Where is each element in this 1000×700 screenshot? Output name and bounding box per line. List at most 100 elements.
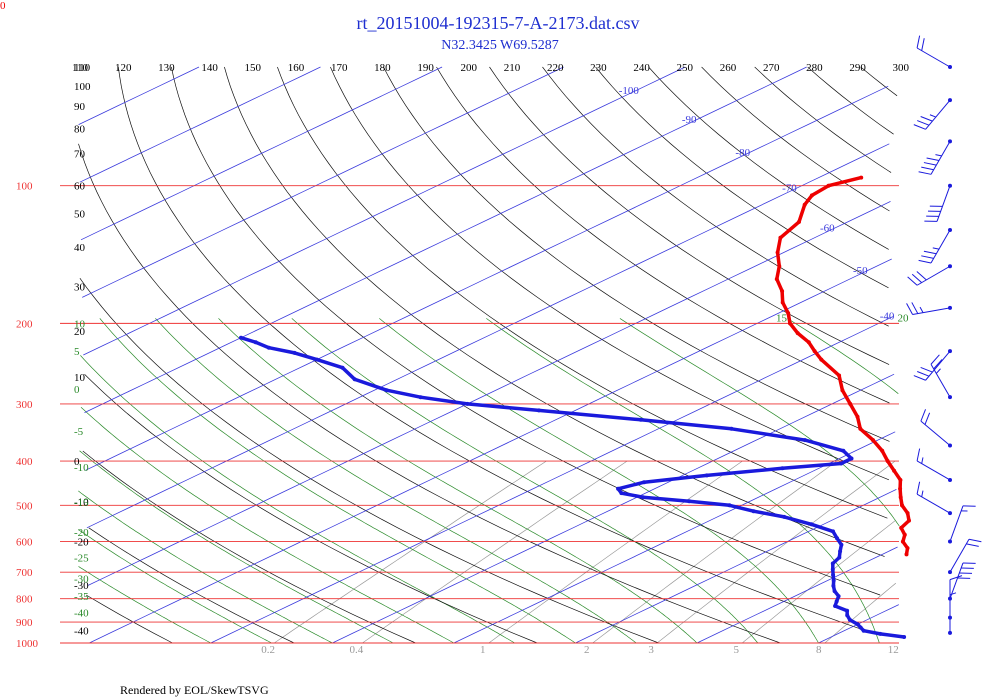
moist-adiabat-line <box>99 318 576 644</box>
temperature-point <box>907 518 911 523</box>
wind-barb-feather <box>924 412 931 425</box>
theta-top-label: 300 <box>893 62 910 74</box>
theta-top-label: 290 <box>849 62 866 74</box>
temperature-point <box>826 183 831 188</box>
wind-barb <box>913 349 952 381</box>
dewpoint-point <box>833 604 838 608</box>
wind-barb <box>948 592 957 635</box>
theta-top-label: 260 <box>720 62 737 74</box>
dewpoint-point <box>704 473 709 478</box>
temperature-point <box>900 503 904 508</box>
mixing-ratio-lines: 0.2 0.4 1 2 3 5 8 12 <box>261 460 899 656</box>
wind-barb-half-feather <box>919 306 924 313</box>
wind-barb-feather <box>923 162 937 166</box>
mixing-ratio-label: 5 <box>733 644 739 656</box>
wind-barb-feather <box>920 366 933 373</box>
wind-barb-staff <box>916 460 951 481</box>
chart-title: rt_20151004-192315-7-A-2173.dat.csv <box>357 13 640 33</box>
wind-barb-staff <box>912 307 951 315</box>
wind-barb-feather <box>920 116 933 122</box>
dewpoint-point <box>841 448 846 453</box>
dry-adiabat-line <box>807 66 894 135</box>
wind-barb-staff <box>930 229 951 264</box>
temperature-point <box>788 321 792 326</box>
dewpoint-point <box>835 536 839 541</box>
wind-barb-feather <box>916 448 921 462</box>
temperature-point <box>900 539 905 544</box>
dewpoint-point <box>847 617 852 622</box>
wind-barb-feather <box>913 375 926 381</box>
temperature-point <box>795 331 800 336</box>
dewpoint-point <box>809 522 814 527</box>
dewpoint-point <box>839 542 844 547</box>
isobar-label: 200 <box>16 318 33 330</box>
dewpoint-point <box>830 567 835 572</box>
temperature-point <box>899 525 904 530</box>
theta-left-label: -10 <box>74 496 89 508</box>
temperature-point <box>780 300 785 305</box>
wind-barb-feather <box>918 171 932 175</box>
wind-barb <box>918 139 952 175</box>
isobar-label: 700 <box>16 567 33 579</box>
wind-barb-half-feather <box>935 154 942 157</box>
temperature-point <box>774 277 779 282</box>
dewpoint-point <box>855 622 860 627</box>
wind-barb-feather <box>918 259 932 264</box>
temperature-point <box>812 349 817 354</box>
temperature-point <box>806 340 811 345</box>
isotherm-label: -40 <box>880 310 895 322</box>
corner-label: 0 <box>0 0 6 12</box>
temperature-point <box>802 202 807 207</box>
moist-adiabat-line <box>80 355 515 644</box>
dewpoint-point <box>839 461 844 466</box>
isobar-label: 300 <box>16 399 33 411</box>
mixing-ratio-label: 3 <box>648 644 654 656</box>
theta-top-label: 230 <box>590 62 607 74</box>
theta-left-label: 50 <box>74 208 86 220</box>
dewpoint-point <box>803 438 807 443</box>
wind-barb <box>907 264 952 286</box>
dewpoint-point <box>638 417 643 422</box>
wind-barb-staff <box>930 141 951 175</box>
wind-barb-feather <box>923 250 937 255</box>
temperature-point <box>898 486 903 491</box>
temperature-point <box>902 532 907 537</box>
dry-adiabat-line <box>78 143 781 644</box>
isobar-label: 800 <box>16 594 33 606</box>
isotherm-line <box>696 546 898 644</box>
wind-barb-feather <box>911 302 919 314</box>
moist-adiabats <box>78 318 900 644</box>
wind-barb-half-feather <box>921 490 924 497</box>
wind-barb-feather <box>933 359 943 370</box>
wind-barbs <box>906 35 982 635</box>
wind-barb-staff <box>920 420 951 446</box>
wind-barb-staff <box>949 539 970 573</box>
theta-top-label: 240 <box>633 62 650 74</box>
temperature-point <box>819 357 824 362</box>
dry-adiabat-line <box>754 66 892 173</box>
isobar-label: 600 <box>16 537 33 549</box>
moist-adiabat-left-label: -40 <box>74 608 89 620</box>
dewpoint-point <box>340 365 345 370</box>
wind-barb-staff <box>949 505 964 542</box>
isotherm-line <box>332 373 895 644</box>
theta-left-label: -20 <box>74 537 89 549</box>
wind-barb-feather <box>917 120 930 126</box>
dewpoint-point <box>641 495 645 500</box>
mixing-ratio-label: 8 <box>816 644 822 656</box>
dry-adiabat-line <box>701 66 890 212</box>
wind-barb-feather <box>916 271 927 281</box>
moist-adiabat-line <box>155 318 637 644</box>
theta-top-label: 200 <box>461 62 478 74</box>
wind-barb-feather <box>966 543 979 547</box>
wind-barb-feather <box>911 273 923 283</box>
theta-top-label: 180 <box>374 62 391 74</box>
theta-top-label: 250 <box>677 62 694 74</box>
temperature-point <box>777 264 782 269</box>
moist-adiabat-line <box>218 318 698 644</box>
temperature-point <box>859 175 864 180</box>
mixing-ratio-label: 2 <box>584 644 590 656</box>
dry-adiabat-line <box>88 527 295 644</box>
dewpoint-point <box>384 388 389 393</box>
